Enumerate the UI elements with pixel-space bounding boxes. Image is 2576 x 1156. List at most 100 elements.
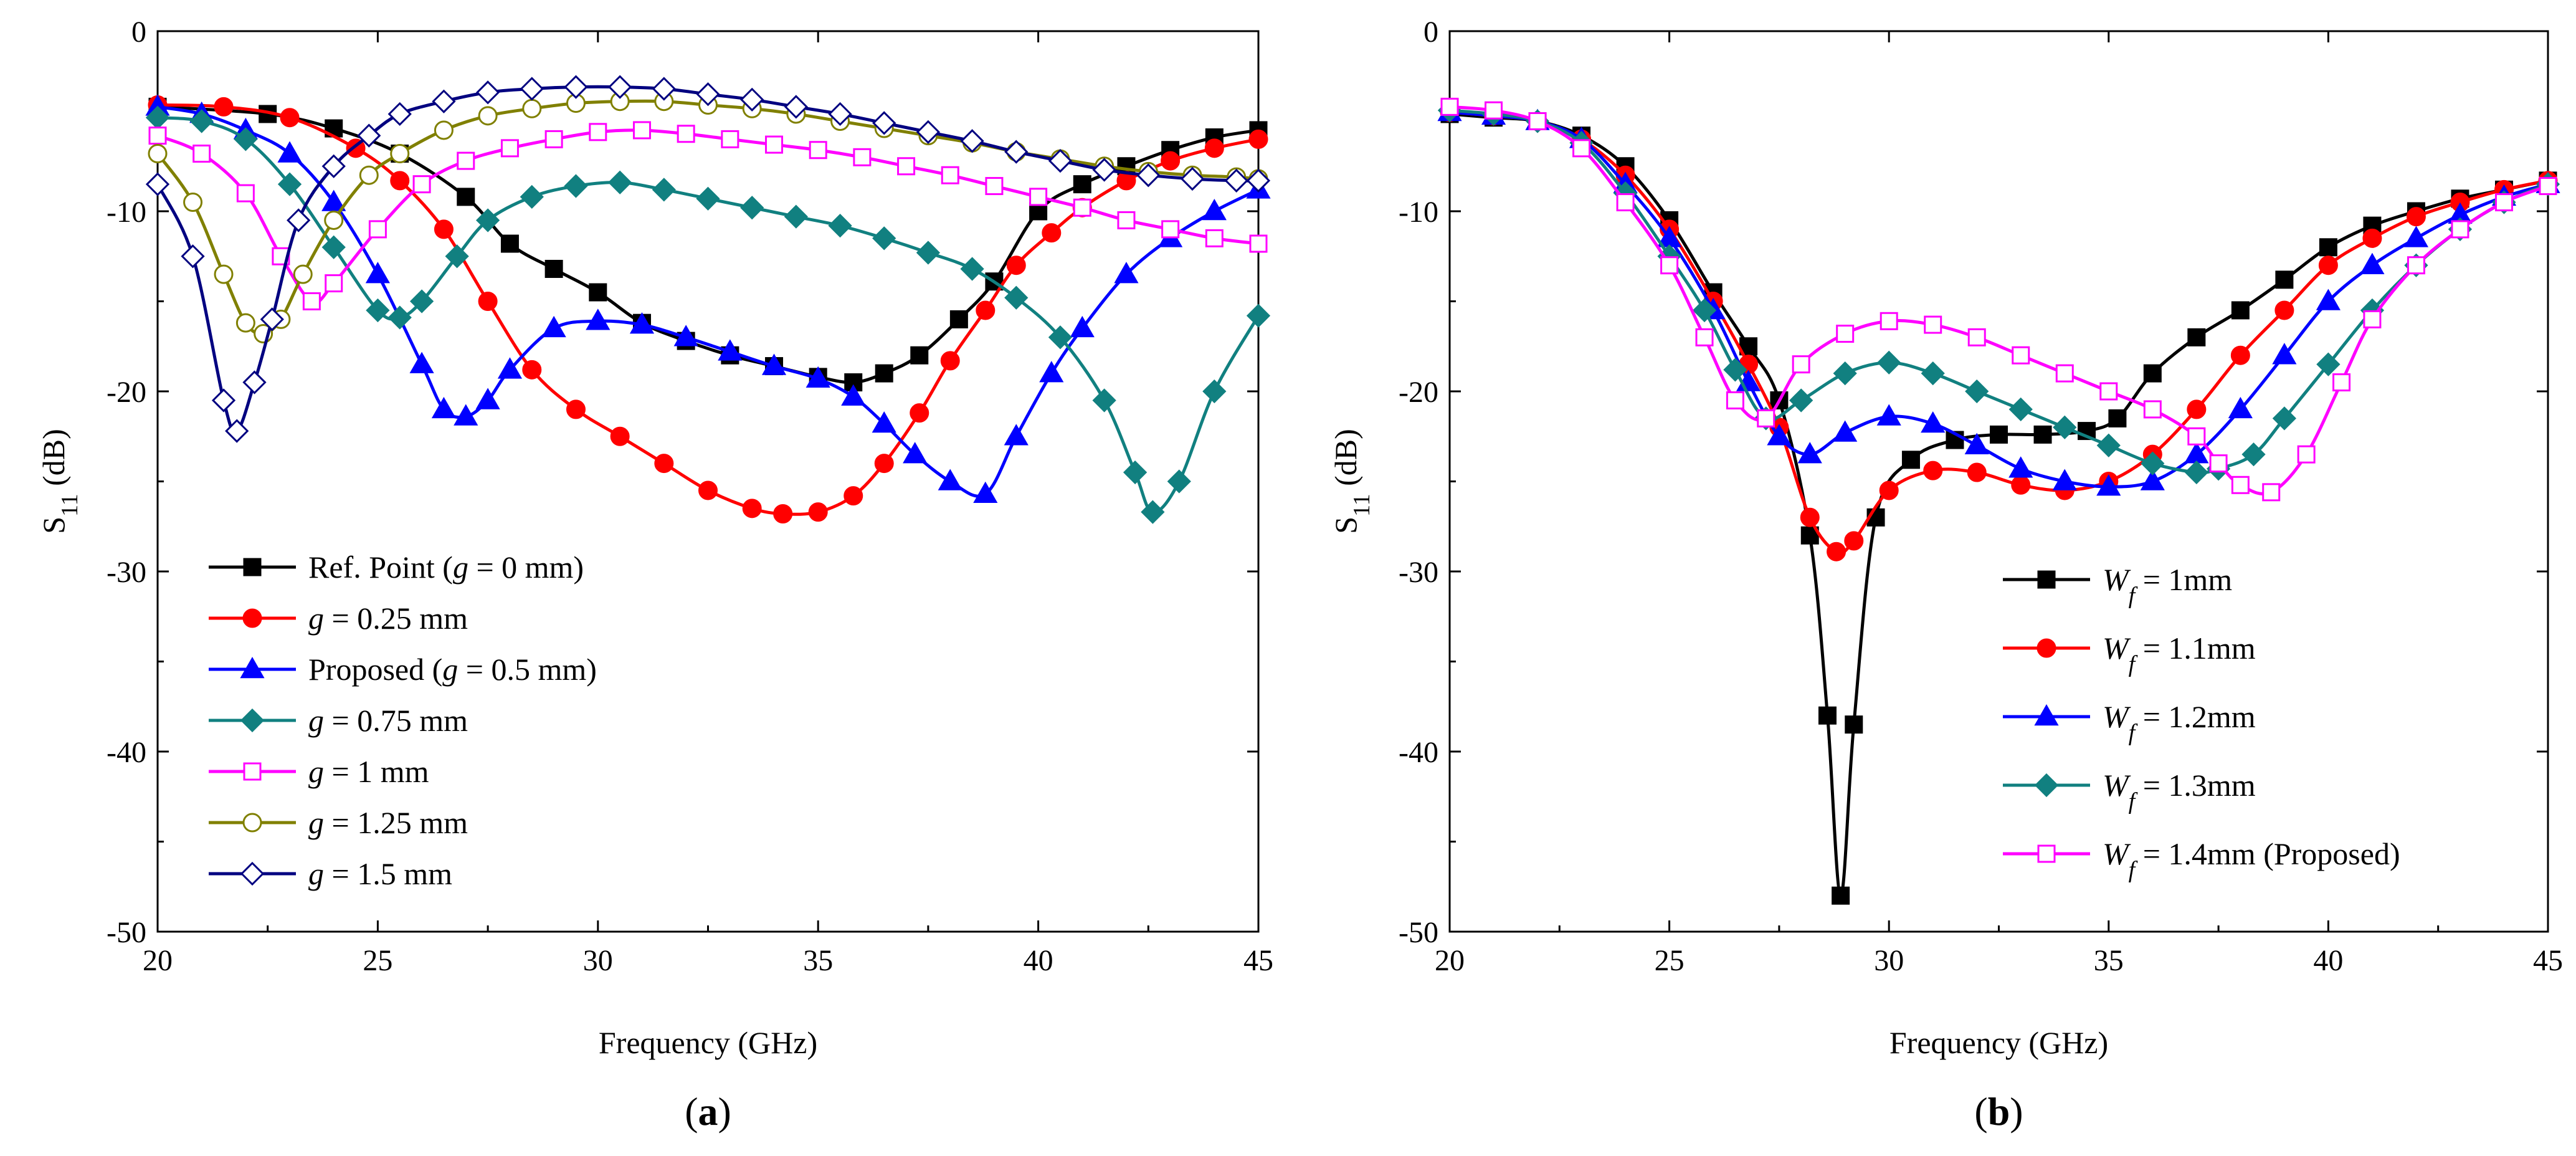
data-point — [478, 106, 498, 126]
legend-item: Wf = 1mm — [2003, 562, 2232, 609]
data-point — [2274, 300, 2294, 320]
data-point — [2363, 310, 2382, 328]
data-point — [302, 292, 321, 310]
data-point — [608, 170, 632, 194]
data-point — [321, 235, 346, 259]
legend-label: g = 1 mm — [308, 754, 429, 789]
data-point — [1757, 409, 1775, 428]
legend-item: Wf = 1.1mm — [2003, 631, 2256, 677]
data-point — [853, 148, 872, 166]
x-tick-label: 20 — [1435, 944, 1465, 977]
data-point — [916, 241, 941, 265]
data-point — [1117, 211, 1136, 229]
data-point — [2187, 328, 2206, 346]
data-point — [2241, 442, 2266, 467]
data-point — [808, 502, 828, 522]
data-point — [673, 325, 698, 346]
data-point — [541, 315, 566, 338]
x-tick-label: 30 — [1874, 944, 1904, 977]
data-point — [1921, 361, 1945, 386]
data-point — [1876, 404, 1901, 426]
data-point — [2403, 226, 2429, 247]
data-point — [1924, 315, 1942, 334]
data-point — [872, 111, 896, 135]
legend-label: Wf = 1mm — [2103, 562, 2232, 609]
data-point — [390, 171, 410, 191]
data-point — [2231, 475, 2250, 494]
legend-marker — [243, 558, 262, 576]
data-point — [500, 234, 519, 253]
data-point — [475, 388, 500, 409]
series-line — [157, 128, 1259, 304]
data-point — [1901, 451, 1920, 469]
data-point — [145, 172, 170, 196]
data-point — [1167, 469, 1191, 494]
series-line — [1449, 105, 2549, 496]
data-point — [2108, 409, 2127, 428]
data-point — [1877, 350, 1901, 375]
data-point — [940, 351, 960, 371]
data-point — [475, 80, 500, 105]
x-tick-label: 35 — [2094, 944, 2124, 977]
legend-marker — [2037, 570, 2056, 589]
data-point — [897, 157, 916, 176]
data-point — [2275, 270, 2294, 289]
series-2 — [148, 95, 1268, 524]
data-point — [520, 77, 544, 101]
data-point — [1141, 500, 1165, 524]
data-point — [1205, 229, 1224, 247]
legend-marker — [240, 708, 265, 733]
data-point — [445, 244, 469, 269]
data-point — [359, 165, 379, 185]
data-point — [181, 244, 205, 269]
legend-label: g = 1.5 mm — [308, 856, 452, 891]
data-point — [1844, 531, 1864, 551]
data-point — [1004, 140, 1029, 164]
data-point — [718, 339, 743, 361]
data-point — [1092, 158, 1116, 182]
series-1 — [148, 97, 1268, 392]
data-point — [189, 109, 214, 133]
legend-marker — [2034, 773, 2059, 798]
data-point — [1660, 256, 1679, 275]
y-tick-label: -50 — [1399, 916, 1438, 949]
data-point — [2140, 469, 2165, 490]
legend-item: Wf = 1.4mm (Proposed) — [2003, 836, 2400, 883]
data-point — [1767, 424, 1792, 446]
data-point — [586, 308, 611, 330]
data-point — [2231, 301, 2250, 320]
legend-marker — [2037, 638, 2056, 658]
data-point — [2332, 373, 2351, 392]
legend-item: Wf = 1.3mm — [2003, 768, 2256, 814]
data-point — [784, 204, 808, 229]
legend-item: Proposed (g = 0.5 mm) — [209, 652, 597, 687]
data-point — [2187, 399, 2207, 419]
x-axis-title: Frequency (GHz) — [1889, 1025, 2108, 1060]
legend-marker — [2037, 844, 2056, 863]
data-point — [432, 89, 456, 113]
data-point — [287, 208, 311, 232]
legend-item: Ref. Point (g = 0 mm) — [209, 550, 584, 585]
data-point — [610, 426, 630, 446]
data-point — [409, 289, 434, 313]
series-1 — [1440, 105, 2557, 905]
data-point — [2141, 451, 2165, 475]
data-point — [2407, 256, 2425, 275]
data-point — [1723, 358, 1747, 382]
data-point — [387, 305, 412, 330]
data-point — [1204, 138, 1224, 158]
series-5 — [148, 121, 1268, 310]
legend-item: g = 0.25 mm — [209, 601, 468, 636]
data-point — [1921, 411, 1946, 433]
data-point — [365, 262, 390, 284]
data-point — [828, 213, 852, 238]
x-tick-label: 45 — [2533, 944, 2563, 977]
series-5 — [1440, 97, 2557, 502]
data-point — [1042, 223, 1062, 243]
data-point — [321, 189, 346, 211]
data-point — [2539, 177, 2557, 196]
y-tick-label: 0 — [1423, 16, 1438, 49]
data-point — [985, 177, 1004, 196]
y-tick-label: -50 — [107, 916, 146, 949]
data-point — [1528, 112, 1547, 130]
